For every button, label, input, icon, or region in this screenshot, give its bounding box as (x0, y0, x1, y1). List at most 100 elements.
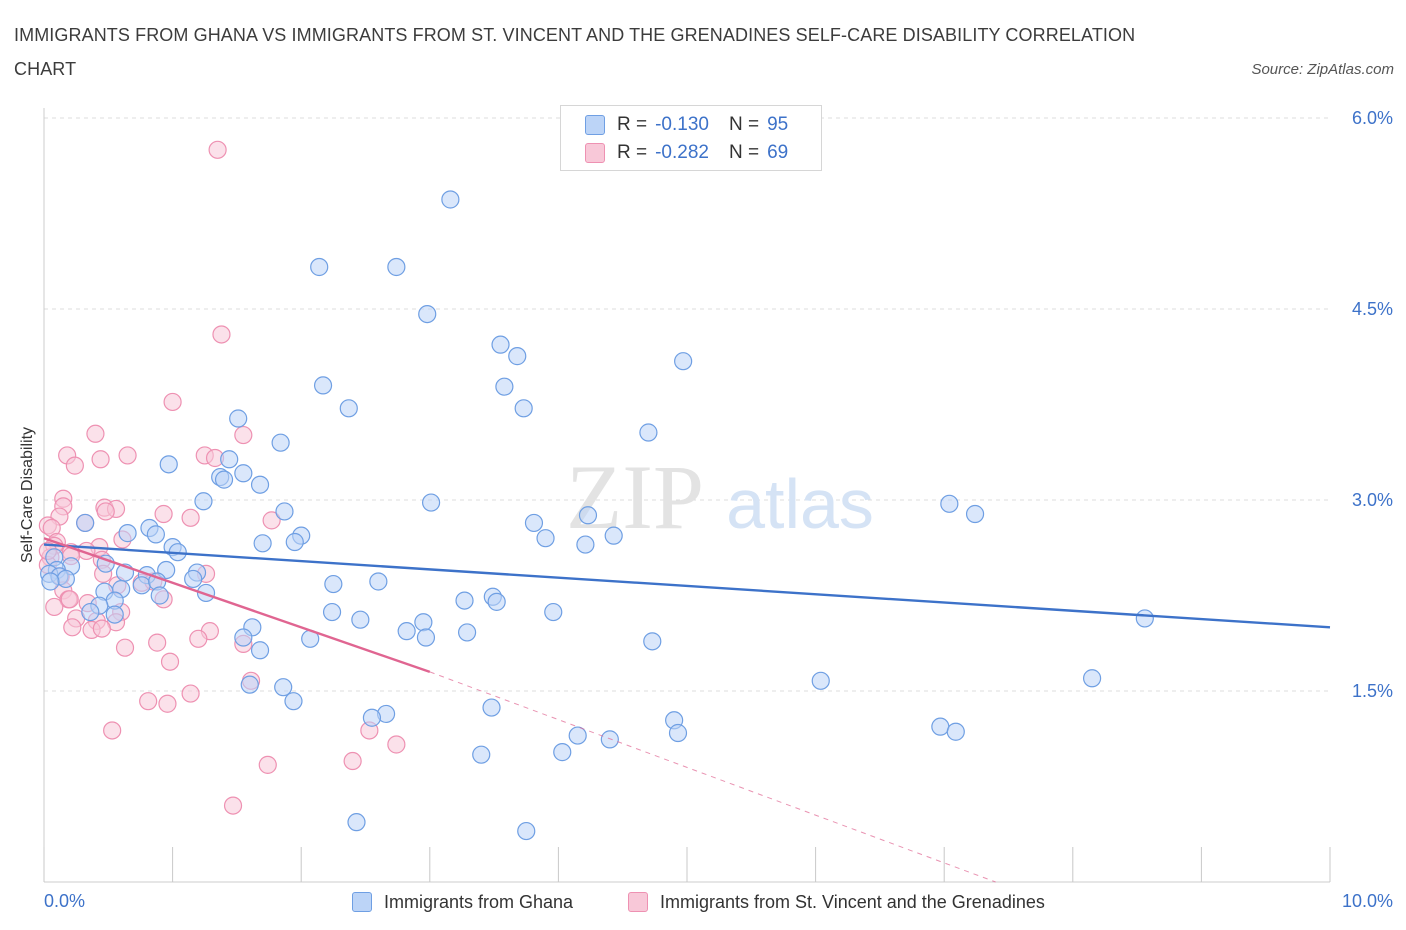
ghana-point (274, 678, 293, 697)
ghana-point (240, 675, 259, 694)
ghana-point (491, 335, 510, 354)
ghana-point (472, 745, 491, 764)
svg-point (154, 504, 173, 524)
n-value-svg: 69 (767, 142, 789, 163)
ghana-point (184, 569, 203, 589)
r-value-svg: -0.282 (655, 142, 709, 163)
ghana-point (931, 717, 950, 736)
legend-row-ghana: R = -0.130 N = 95 (585, 113, 788, 137)
svg-point (158, 694, 177, 713)
ghana-point (234, 628, 253, 647)
ghana-point (214, 470, 234, 489)
ghana-point (132, 576, 151, 595)
ghana-point (81, 602, 100, 622)
ghana-point (940, 494, 959, 513)
ghana-point (414, 613, 433, 632)
ghana-point (196, 583, 216, 603)
svg-point (118, 446, 137, 465)
correlation-legend: R = -0.130 N = 95 R = -0.282 N = 69 (560, 105, 822, 171)
svg-point (148, 633, 167, 652)
ghana-point (524, 513, 544, 533)
svg-swatch (585, 143, 605, 163)
ghana-point (347, 813, 366, 832)
ghana-point (536, 529, 555, 548)
ghana-point (397, 622, 416, 641)
ghana-point (946, 722, 965, 741)
x-tick-label: 10.0% (1342, 891, 1393, 911)
ghana-point (322, 602, 342, 622)
ghana-point (811, 671, 830, 690)
watermark-zip: ZIP (566, 446, 704, 548)
ghana-point (250, 641, 270, 660)
ghana-point (118, 524, 137, 543)
ghana-point (418, 304, 437, 324)
ghana-point (508, 347, 527, 366)
ghana-point (250, 475, 270, 494)
ghana-point (324, 574, 343, 594)
ghana-swatch (585, 115, 605, 135)
legend-item-ghana: Immigrants from Ghana (352, 889, 573, 915)
ghana-point (387, 257, 406, 277)
ghana-point (544, 602, 563, 622)
svg-point (387, 735, 406, 754)
ghana-point (568, 726, 587, 745)
legend-row-svg: R = -0.282 N = 69 (585, 141, 788, 165)
trend-lines (43, 537, 1331, 883)
ghana-point (600, 730, 619, 749)
ghana-point (253, 534, 272, 553)
svg-point (65, 456, 84, 475)
svg-point (223, 796, 243, 815)
svg-point (160, 652, 180, 671)
ghana-point (457, 623, 477, 642)
ghana-point (441, 190, 460, 209)
ghana-point (362, 708, 382, 727)
ghana-point (421, 493, 441, 512)
watermark-atlas: atlas (726, 465, 874, 543)
svg-point (91, 450, 110, 469)
ghana-point (1135, 609, 1154, 628)
ghana-point (553, 743, 572, 762)
svg-point (139, 692, 158, 711)
ghana-trend-line (43, 543, 1331, 629)
ghana-point (150, 586, 169, 605)
legend-item-svg: Immigrants from St. Vincent and the Gren… (628, 889, 1045, 915)
ghana-point (339, 399, 358, 418)
ghana-point (674, 352, 693, 371)
ghana-point (1082, 669, 1102, 688)
y-axis-label: Self-Care Disability (19, 426, 36, 564)
svg-point (115, 638, 135, 657)
svg-point (189, 629, 208, 648)
svg-point (262, 511, 281, 530)
ghana-point (159, 455, 178, 474)
source-label: Source: ZipAtlas.com (1251, 61, 1394, 78)
ghana-point (146, 525, 165, 544)
svg-point (208, 140, 227, 159)
svg-point (63, 618, 82, 637)
ghana-point (351, 610, 370, 629)
svg-trend-line (43, 537, 431, 674)
svg-point (212, 325, 231, 344)
ghana-point (517, 821, 536, 841)
ghana-point (284, 692, 303, 711)
ghana-point (105, 605, 124, 624)
svg-point (343, 751, 362, 771)
ghana-point (275, 502, 294, 521)
svg-trend-extension (429, 671, 996, 883)
n-label: N = (728, 114, 760, 135)
svg-point (234, 425, 253, 445)
svg-point (60, 590, 79, 609)
ghana-point (285, 532, 304, 552)
svg-point (258, 755, 277, 774)
r-label: R = (617, 142, 648, 163)
y-tick-label: 6.0% (1352, 108, 1393, 128)
ghana-point (229, 409, 248, 428)
ghana-point (487, 592, 506, 611)
ghana-legend-swatch (352, 892, 372, 912)
ghana-point (578, 506, 598, 525)
ghana-point (668, 723, 688, 743)
ghana-point (639, 423, 658, 442)
points-ghana-series (40, 190, 1154, 841)
n-value-ghana: 95 (767, 114, 789, 135)
ghana-point (455, 591, 474, 610)
y-tick-label: 1.5% (1352, 681, 1393, 701)
